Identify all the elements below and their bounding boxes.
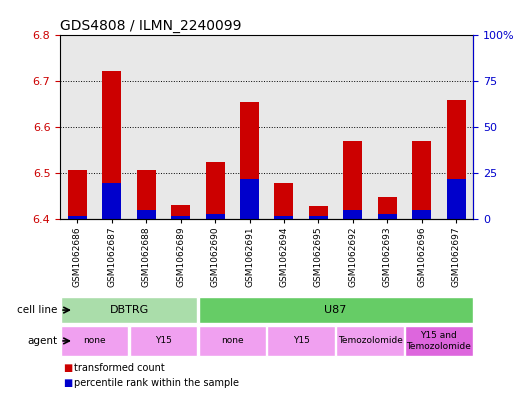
- Text: DBTRG: DBTRG: [109, 305, 149, 315]
- Text: Temozolomide: Temozolomide: [337, 336, 403, 345]
- Text: percentile rank within the sample: percentile rank within the sample: [74, 378, 239, 388]
- Bar: [309, 206, 328, 219]
- Bar: [60, 35, 95, 219]
- Bar: [198, 35, 232, 219]
- Text: ■: ■: [63, 362, 72, 373]
- Bar: [130, 325, 197, 356]
- Bar: [232, 35, 267, 219]
- Bar: [199, 297, 473, 323]
- Bar: [343, 141, 362, 219]
- Bar: [61, 325, 128, 356]
- Text: U87: U87: [324, 305, 347, 315]
- Bar: [61, 297, 197, 323]
- Bar: [129, 35, 163, 219]
- Bar: [206, 214, 224, 219]
- Text: Y15 and
Temozolomide: Y15 and Temozolomide: [406, 331, 471, 351]
- Bar: [103, 71, 121, 219]
- Bar: [240, 102, 259, 219]
- Text: ■: ■: [63, 378, 72, 388]
- Bar: [447, 100, 465, 219]
- Bar: [137, 210, 156, 219]
- Text: Y15: Y15: [155, 336, 172, 345]
- Bar: [336, 325, 404, 356]
- Bar: [267, 325, 335, 356]
- Bar: [404, 35, 439, 219]
- Bar: [447, 179, 465, 219]
- Bar: [206, 162, 224, 219]
- Text: Y15: Y15: [293, 336, 310, 345]
- Bar: [171, 216, 190, 219]
- Bar: [378, 197, 397, 219]
- Bar: [163, 35, 198, 219]
- Bar: [68, 170, 87, 219]
- Text: transformed count: transformed count: [74, 362, 165, 373]
- Bar: [343, 210, 362, 219]
- Bar: [137, 170, 156, 219]
- Bar: [370, 35, 404, 219]
- Text: none: none: [221, 336, 244, 345]
- Bar: [309, 216, 328, 219]
- Bar: [275, 216, 293, 219]
- Text: agent: agent: [27, 336, 58, 346]
- Bar: [199, 325, 266, 356]
- Bar: [68, 216, 87, 219]
- Bar: [439, 35, 473, 219]
- Bar: [267, 35, 301, 219]
- Text: GDS4808 / ILMN_2240099: GDS4808 / ILMN_2240099: [60, 19, 242, 33]
- Bar: [412, 210, 431, 219]
- Text: cell line: cell line: [17, 305, 58, 315]
- Bar: [405, 325, 473, 356]
- Bar: [412, 141, 431, 219]
- Bar: [103, 182, 121, 219]
- Bar: [301, 35, 336, 219]
- Bar: [240, 179, 259, 219]
- Bar: [336, 35, 370, 219]
- Bar: [378, 214, 397, 219]
- Bar: [275, 184, 293, 219]
- Bar: [171, 206, 190, 219]
- Text: none: none: [83, 336, 106, 345]
- Bar: [95, 35, 129, 219]
